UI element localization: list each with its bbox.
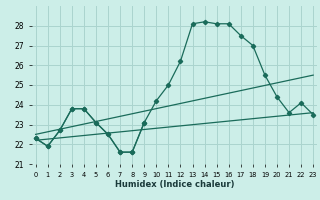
X-axis label: Humidex (Indice chaleur): Humidex (Indice chaleur)	[115, 180, 234, 189]
